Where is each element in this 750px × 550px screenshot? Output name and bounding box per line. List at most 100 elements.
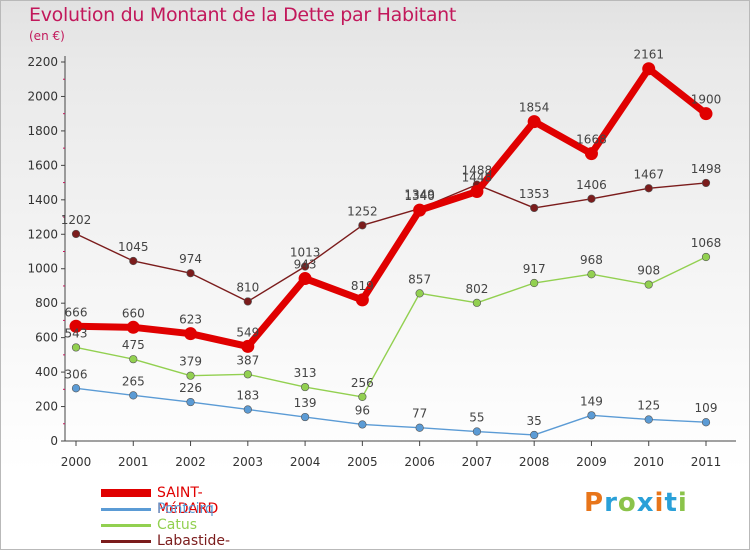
x-tick-label: 2005 [347,455,378,469]
logo-letter: i [654,488,665,518]
data-point [355,293,369,307]
y-tick-label: 1400 [27,193,58,207]
data-point [243,297,252,306]
data-label: 379 [179,355,202,369]
data-point [298,272,312,286]
legend-swatch [101,524,151,527]
data-label: 908 [637,264,660,278]
x-tick-label: 2004 [290,455,321,469]
data-point [644,184,653,193]
data-point [527,115,541,129]
legend-label: Labastide-du-Vert [157,533,231,549]
data-point [472,427,482,436]
data-point [530,430,539,440]
data-label: 1045 [118,240,149,254]
data-label: 306 [65,367,88,381]
data-point [126,320,140,334]
data-label: 549 [236,325,259,339]
data-point [644,280,653,289]
y-tick-label: 400 [35,365,58,379]
data-label: 1353 [519,187,550,201]
x-tick-label: 2002 [175,455,206,469]
data-label: 256 [351,376,374,390]
data-label: 623 [179,313,202,327]
data-point [358,420,367,429]
series-line [75,256,707,398]
data-label: 1202 [61,213,92,227]
legend-swatch [101,540,151,543]
data-point [701,252,711,262]
series-line [75,182,707,303]
data-label: 543 [65,326,88,340]
data-point [300,262,310,271]
series-line [72,65,710,350]
series-line [75,387,707,436]
data-label: 77 [412,407,427,421]
x-tick-label: 2008 [519,455,550,469]
data-label: 139 [294,396,317,410]
x-tick-label: 2006 [404,455,435,469]
legend-swatch [101,508,151,511]
data-label: 1668 [576,133,607,147]
chart-title: Evolution du Montant de la Dette par Hab… [29,4,457,26]
legend-label: Catus [157,517,198,533]
data-label: 265 [122,374,145,388]
x-tick-label: 2010 [633,455,664,469]
data-label: 96 [355,403,370,417]
data-point [358,221,367,230]
data-label: 666 [65,305,88,319]
data-point [587,194,596,203]
legend-swatch [101,489,151,497]
y-tick-label: 2000 [27,89,58,103]
data-label: 1488 [462,164,493,178]
data-point [184,327,198,341]
logo-letter: o [617,488,637,518]
legend-label: Pontcirq [157,501,214,517]
data-point [413,203,427,217]
data-label: 1854 [519,101,550,115]
x-tick-label: 2000 [61,455,92,469]
data-point [241,339,255,353]
data-point [69,319,83,333]
data-label: 968 [580,253,603,267]
data-label: 1498 [691,162,722,176]
data-label: 226 [179,381,202,395]
data-point [587,270,596,279]
logo-letter: i [677,488,688,518]
data-point [71,229,81,239]
proxiti-logo: Proxiti [584,488,688,518]
data-point [701,418,711,427]
data-point [186,269,195,278]
y-tick-label: 1000 [27,262,58,276]
data-label: 313 [294,366,317,380]
data-label: 1448 [462,171,493,185]
data-label: 125 [637,398,660,412]
data-label: 55 [469,411,484,425]
data-label: 1068 [691,236,722,250]
y-tick-label: 1800 [27,124,58,138]
data-point [186,397,195,407]
data-label: 1340 [404,189,435,203]
x-tick-label: 2011 [691,455,722,469]
data-label: 802 [465,282,488,296]
legend-label: SAINT-MéDARD [157,485,219,517]
data-point [71,384,81,393]
data-label: 660 [122,306,145,320]
logo-letter: P [584,488,605,518]
data-point [584,147,598,161]
x-tick-label: 2009 [576,455,607,469]
data-point [701,178,711,188]
x-tick-label: 2001 [118,455,149,469]
data-label: 109 [695,401,718,415]
y-tick-label: 0 [50,434,58,448]
data-point [587,411,596,420]
data-label: 149 [580,394,603,408]
data-point [243,370,252,379]
data-label: 1467 [633,167,664,181]
data-label: 810 [236,280,259,294]
y-tick-label: 1600 [27,158,58,172]
logo-letter: x [636,488,655,518]
data-label: 35 [527,414,542,428]
data-point [358,392,367,401]
